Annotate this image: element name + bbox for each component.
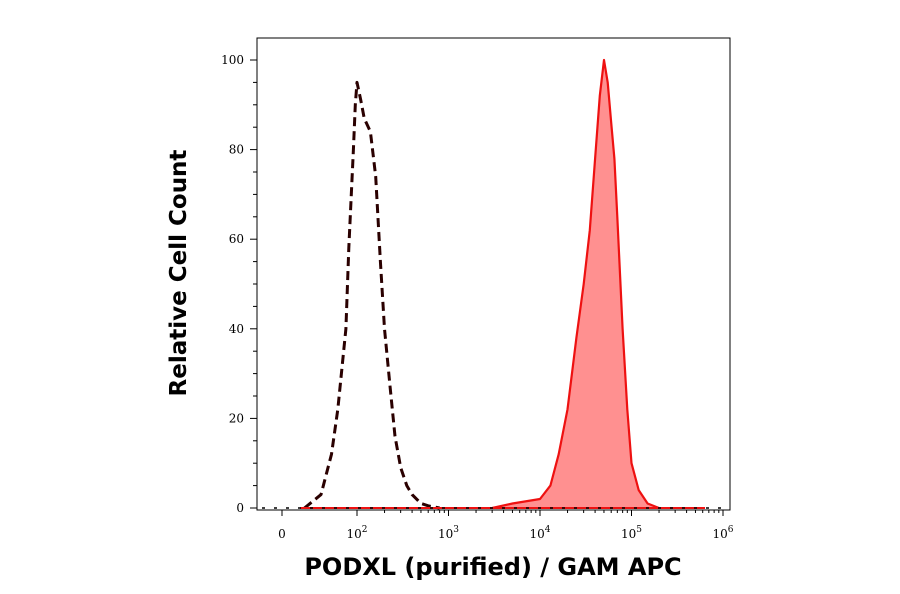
x-tick-label: 103	[438, 525, 459, 541]
y-tick-label: 20	[229, 411, 244, 425]
y-tick-label: 0	[236, 501, 244, 515]
x-axis-label: PODXL (purified) / GAM APC	[304, 553, 681, 581]
stained-histogram-line	[491, 58, 660, 510]
y-axis: 0 20 40 60 80 100	[221, 53, 257, 515]
control-histogram-line	[303, 80, 440, 510]
plot-area	[262, 58, 725, 510]
stained-histogram-fill	[492, 60, 659, 508]
y-tick-label: 80	[229, 143, 244, 157]
y-tick-label: 40	[229, 322, 244, 336]
x-tick-label: 102	[346, 525, 367, 541]
y-axis-label: Relative Cell Count	[166, 150, 192, 397]
plot-frame	[256, 37, 731, 511]
y-tick-label: 60	[229, 232, 244, 246]
x-tick-label: 0	[278, 527, 286, 541]
x-tick-label: 104	[529, 525, 550, 541]
y-tick-label: 100	[221, 53, 244, 67]
x-tick-label: 105	[621, 525, 642, 541]
x-tick-label: 106	[712, 525, 733, 541]
x-axis: 0 102 103 104 105 106	[278, 510, 734, 541]
